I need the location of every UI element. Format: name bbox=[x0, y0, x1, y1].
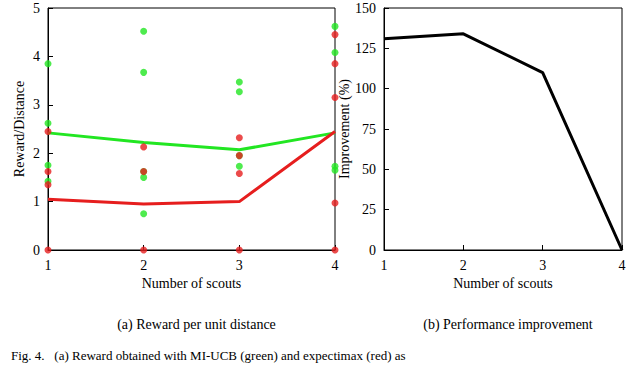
svg-text:4: 4 bbox=[619, 258, 626, 273]
svg-text:1: 1 bbox=[381, 258, 388, 273]
svg-text:Improvement (%): Improvement (%) bbox=[337, 79, 353, 179]
svg-text:4: 4 bbox=[33, 49, 40, 64]
svg-text:Number of scouts: Number of scouts bbox=[453, 276, 553, 291]
svg-text:3: 3 bbox=[236, 258, 243, 273]
svg-text:0: 0 bbox=[33, 243, 40, 258]
svg-text:2: 2 bbox=[460, 258, 467, 273]
svg-text:4: 4 bbox=[332, 258, 339, 273]
svg-text:1: 1 bbox=[45, 258, 52, 273]
svg-text:125: 125 bbox=[355, 41, 376, 56]
svg-text:150: 150 bbox=[355, 1, 376, 16]
svg-text:5: 5 bbox=[33, 1, 40, 16]
svg-text:2: 2 bbox=[140, 258, 147, 273]
svg-text:Reward/Distance: Reward/Distance bbox=[12, 81, 27, 177]
svg-text:2: 2 bbox=[33, 146, 40, 161]
svg-text:3: 3 bbox=[539, 258, 546, 273]
svg-text:75: 75 bbox=[362, 122, 376, 137]
svg-text:(a) Reward per unit distance: (a) Reward per unit distance bbox=[117, 317, 276, 333]
svg-text:Number of scouts: Number of scouts bbox=[142, 276, 242, 291]
svg-text:1: 1 bbox=[33, 194, 40, 209]
svg-text:0: 0 bbox=[369, 243, 376, 258]
svg-text:25: 25 bbox=[362, 202, 376, 217]
svg-text:3: 3 bbox=[33, 97, 40, 112]
svg-text:100: 100 bbox=[355, 81, 376, 96]
svg-text:50: 50 bbox=[362, 162, 376, 177]
svg-text:(b) Performance improvement: (b) Performance improvement bbox=[423, 317, 593, 333]
svg-text:Fig. 4. (a) Reward obtained: Fig. 4. (a) Reward obtained with MI-UCB … bbox=[11, 348, 406, 363]
